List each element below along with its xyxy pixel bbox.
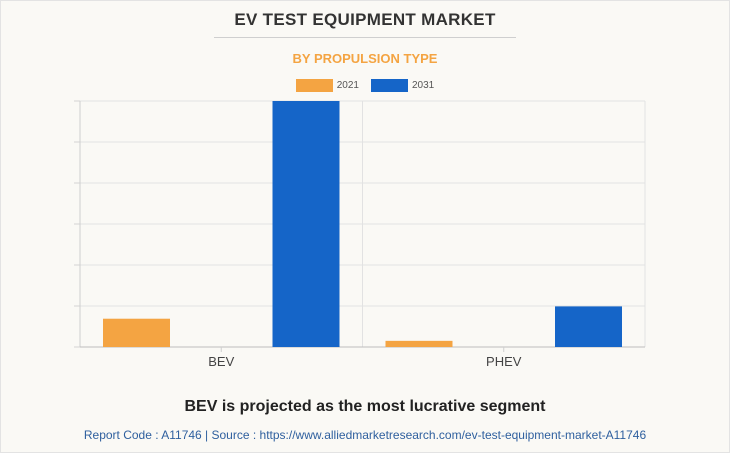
title-divider (214, 37, 516, 38)
bar-bev-2031 (272, 101, 340, 347)
source-footer[interactable]: Report Code : A11746 | Source : https://… (83, 428, 647, 442)
bar-bev-2021 (103, 318, 170, 347)
legend-label-2021: 2021 (336, 80, 359, 91)
legend-label-2031: 2031 (412, 80, 435, 91)
x-tick-label-bev: BEV (208, 354, 234, 369)
chart-subtitle: BY PROPULSION TYPE (292, 51, 438, 66)
chart-caption: BEV is projected as the most lucrative s… (184, 398, 546, 415)
x-tick-label-phev: PHEV (486, 354, 522, 369)
legend-swatch-2021 (295, 79, 333, 92)
legend-item-2021[interactable]: 2021 (295, 79, 359, 92)
legend-swatch-2031 (371, 79, 408, 92)
chart-title: EV TEST EQUIPMENT MARKET (234, 10, 496, 29)
bar-phev-2021 (385, 340, 453, 347)
chart-legend: 2021 2031 (0, 79, 730, 92)
legend-item-2031[interactable]: 2031 (371, 79, 434, 92)
bar-phev-2031 (555, 306, 622, 347)
